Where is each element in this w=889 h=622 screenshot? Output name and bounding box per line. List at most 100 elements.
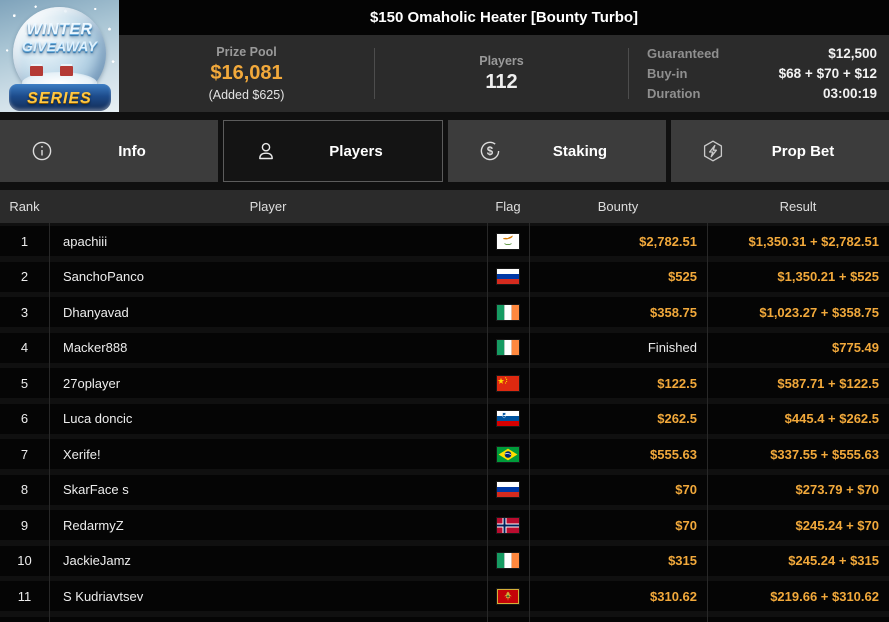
result-value: $1,350.31 + $2,782.51 [748, 233, 879, 249]
rank-cell: 3 [20, 304, 29, 320]
prop-bet-icon [701, 139, 725, 163]
table-row[interactable]: 8 SkarFace s $70 $273.79 + $70 [0, 474, 889, 505]
tab-players[interactable]: Players [223, 120, 443, 182]
duration-value: 03:00:19 [822, 86, 877, 101]
country-flag-icon [487, 375, 529, 391]
country-flag-icon [487, 588, 529, 604]
result-value: $587.71 + $122.5 [777, 375, 879, 391]
rank-cell: 10 [17, 553, 32, 568]
house-illustration [30, 66, 43, 76]
bounty-value: $2,782.51 [639, 233, 697, 249]
table-row[interactable]: 5 27oplayer $122.5 $587.71 + $122.5 [0, 368, 889, 398]
table-row[interactable]: 3 Dhanyavad $358.75 $1,023.27 + $358.75 [0, 297, 889, 327]
rank-cell: 4 [20, 340, 29, 355]
table-row[interactable]: 9 RedarmyZ $70 $245.24 + $70 [0, 510, 889, 540]
leaderboard-body: 1 apachiii $2,782.51 $1,350.31 + $2,782.… [0, 226, 889, 622]
country-flag-icon [487, 482, 529, 497]
rank-cell: 7 [20, 446, 29, 462]
winter-giveaway-series-logo: WINTER GIVEAWAY SERIES [0, 0, 119, 112]
prize-pool-label: Prize Pool [216, 45, 277, 59]
rank-cell: 5 [20, 375, 29, 391]
tournament-info-bar: Prize Pool $16,081 (Added $625) Players … [119, 35, 889, 112]
guaranteed-value: $12,500 [828, 46, 877, 61]
buyin-row: Buy-in $68 + $70 + $12 [647, 66, 877, 81]
column-divider [707, 223, 708, 622]
table-row[interactable]: 1 apachiii $2,782.51 $1,350.31 + $2,782.… [0, 226, 889, 256]
tournament-title: $150 Omaholic Heater [Bounty Turbo] [369, 9, 639, 26]
player-name: apachiii [63, 233, 108, 249]
table-row[interactable]: 11 S Kudriavtsev $310.62 $219.66 + $310.… [0, 581, 889, 611]
result-value: $1,023.27 + $358.75 [759, 304, 879, 320]
country-flag-icon [487, 269, 529, 284]
country-flag-icon [487, 304, 529, 320]
result-value: $245.24 + $70 [795, 517, 880, 533]
logo-line1: WINTER [26, 21, 93, 38]
rank-cell: 2 [20, 269, 29, 284]
buyin-label: Buy-in [647, 66, 688, 81]
table-row[interactable]: 2 SanchoPanco $525 $1,350.21 + $525 [0, 261, 889, 292]
player-name: Macker888 [63, 340, 128, 355]
rank-cell: 6 [20, 411, 29, 426]
player-name: 27oplayer [63, 375, 121, 391]
logo-series-banner: SERIES [27, 90, 92, 107]
house-illustration [60, 66, 73, 76]
table-row[interactable]: 4 Macker888 Finished $775.49 [0, 332, 889, 363]
duration-row: Duration 03:00:19 [647, 86, 877, 101]
tab-staking[interactable]: $ Staking [448, 120, 666, 182]
result-value: $245.24 + $315 [788, 553, 879, 568]
buyin-value: $68 + $70 + $12 [778, 66, 877, 81]
result-value: $775.49 [832, 340, 879, 355]
players-icon [254, 139, 278, 163]
bounty-value: $262.5 [657, 411, 697, 426]
players-count-section: Players 112 [375, 35, 628, 112]
column-divider [487, 223, 488, 622]
logo-line2: GIVEAWAY [21, 37, 98, 54]
player-name: Dhanyavad [63, 304, 129, 320]
guaranteed-row: Guaranteed $12,500 [647, 46, 877, 61]
bounty-value: $315 [668, 553, 697, 568]
table-row[interactable]: 6 Luca doncic $262.5 $445.4 + $262.5 [0, 403, 889, 434]
table-row[interactable]: 10 JackieJamz $315 $245.24 + $315 [0, 545, 889, 576]
tab-bar: Info Players $ Staking Prop Bet [0, 120, 889, 182]
bounty-value: $310.62 [650, 588, 697, 604]
bounty-value: $525 [668, 269, 697, 284]
player-name: SkarFace s [63, 482, 129, 497]
staking-icon: $ [478, 139, 502, 163]
rank-cell: 9 [20, 517, 29, 533]
country-flag-icon [487, 553, 529, 568]
tab-players-label: Players [329, 142, 383, 160]
column-divider [49, 223, 50, 622]
bounty-value: $555.63 [650, 446, 697, 462]
prize-pool-added: (Added $625) [208, 88, 285, 102]
tab-info-label: Info [118, 142, 146, 160]
prize-pool-section: Prize Pool $16,081 (Added $625) [119, 35, 374, 112]
players-label: Players [479, 53, 524, 68]
tab-staking-label: Staking [552, 142, 608, 160]
bounty-value: Finished [647, 340, 697, 355]
country-flag-icon [487, 233, 529, 249]
result-value: $273.79 + $70 [795, 482, 880, 497]
country-flag-icon [487, 517, 529, 533]
result-value: $219.66 + $310.62 [770, 588, 879, 604]
table-row-partial[interactable] [0, 616, 889, 622]
guaranteed-label: Guaranteed [647, 46, 720, 61]
svg-text:$: $ [487, 146, 494, 158]
bounty-value: $358.75 [650, 304, 697, 320]
rank-column-header: Rank [9, 199, 40, 214]
info-icon [30, 139, 54, 163]
divider [628, 48, 629, 99]
tab-info[interactable]: Info [0, 120, 218, 182]
globe-base [8, 84, 111, 111]
divider [374, 48, 375, 99]
bounty-value: $70 [675, 517, 697, 533]
bounty-value: $70 [675, 482, 697, 497]
player-name: S Kudriavtsev [63, 588, 144, 604]
rank-cell: 8 [20, 482, 29, 497]
prize-pool-value: $16,081 [210, 62, 283, 84]
tab-prop-bet[interactable]: Prop Bet [671, 120, 889, 182]
result-value: $445.4 + $262.5 [784, 411, 879, 426]
table-row[interactable]: 7 Xerife! $555.63 $337.55 + $555.63 [0, 439, 889, 469]
leaderboard-header: Rank Player Flag Bounty Result [0, 190, 889, 223]
player-name: Luca doncic [63, 411, 133, 426]
tournament-details-section: Guaranteed $12,500 Buy-in $68 + $70 + $1… [629, 35, 889, 112]
